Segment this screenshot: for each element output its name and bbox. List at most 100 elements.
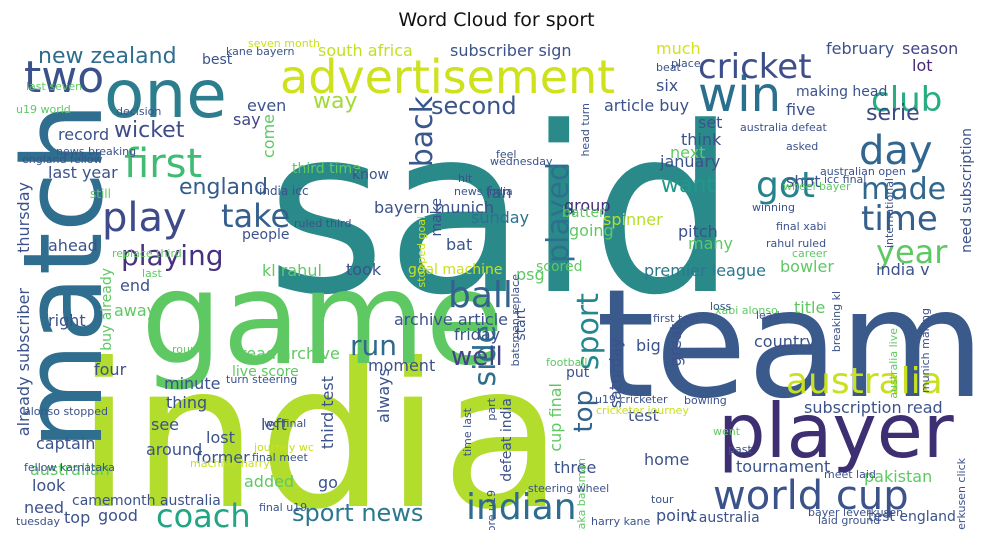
word-india-icc: india icc [259,184,309,198]
word-top: top [569,390,599,433]
word-thursday: thursday [16,182,33,253]
word-minute: minute [164,374,221,393]
word-pitch: pitch [678,222,718,241]
word-need: need [24,498,64,517]
word-set: set [698,113,723,132]
word-well: well [451,342,503,372]
word-new-zealand: new zealand [38,44,177,69]
word-read-archive: read archive [240,344,340,363]
word-three: three [554,458,597,477]
word-football: football [546,356,588,369]
word-five: five [786,100,816,119]
word-make: make [429,198,445,237]
word-australia: australia [786,361,943,402]
word-wicket: wicket [114,118,185,143]
word-want: want [661,173,716,198]
word-player: player [718,387,954,475]
word-team: team [596,258,974,432]
word-archive-article: archive article [394,310,508,329]
word-defeat-india: defeat india [499,398,515,482]
word-breaking-kl: breaking kl [830,291,843,353]
word-munich-making: munich making [919,308,932,394]
word-journey-wc: journey wc [254,441,314,454]
word-england: england [179,175,268,200]
word-playing: playing [121,239,224,272]
word-article-buy: article buy [604,96,690,115]
word-sunday: sunday [471,208,530,227]
word-final-xabi: final xabi [776,220,827,233]
word-australian-open: australian open [820,165,906,178]
word-sport-news: sport news [292,499,424,527]
word-bowling: bowling [684,394,727,407]
word-time: time [861,199,938,239]
word-people: people [242,227,290,243]
word-australia-live: australia live [887,328,900,399]
word-club: club [871,80,943,120]
word-ahead: ahead [48,236,98,255]
word-news-breaking: news breaking [56,145,137,158]
word-rahul-ruled: rahul ruled [766,237,827,250]
word-meet-laid: meet laid [824,468,876,481]
word-test: test [628,406,659,425]
word-head-turn: head turn [579,103,592,157]
word-career: career [792,247,828,260]
word-four: four [94,360,127,379]
word-much: much [656,39,701,58]
word-play: play [102,195,187,241]
word-last: last [142,267,162,280]
chart-title: Word Cloud for sport [398,9,595,31]
word-bayer-leverkusen: bayer leverkusen [808,506,904,519]
word-india-v: india v [876,260,930,279]
word-moment: moment [368,356,436,375]
word-time-last: time last [461,408,474,457]
word-stopped-goal: stopped goal [415,216,428,288]
word-world-cup: world cup [713,473,909,519]
word-part: part [485,398,498,421]
word-spinner: spinner [603,210,663,229]
word-asked: asked [786,140,819,153]
word-month-australia: month australia [110,493,221,509]
word-country: country [754,332,816,351]
word-loss: loss [710,300,732,313]
word-home: home [644,450,690,469]
word-test-england: test england [868,509,956,525]
word-winning: winning [752,201,796,214]
word-away: away [114,301,157,320]
word-put: put [566,365,590,381]
word-group: group [564,196,611,215]
word-cricket: cricket [698,47,812,87]
word-second: second [431,92,517,120]
word-took: took [346,260,382,279]
word-top: top [64,508,91,527]
word-indian: indian [466,487,577,528]
word-news-india: news india [454,185,513,198]
word-last-year: last year [48,163,118,182]
word-australia-defeat: australia defeat [740,121,827,134]
word-serie: serie [866,101,920,126]
word-shot: shot [786,172,821,191]
word-machine-harry: machine harry [190,457,270,470]
word-best: best [202,52,233,68]
word-come: come [259,114,278,159]
word-score-u19: score u19 [485,490,498,530]
word-advertisement: advertisement [280,50,616,104]
word-scored: scored [536,259,583,275]
word-lot: lot [912,56,933,75]
word-seven-month: seven month [248,38,320,50]
word-cup-final: cup final [546,383,565,452]
word-final-meet: final meet [252,451,308,464]
word-batsman-replace: batsman replace [509,274,522,367]
word-ruled-third: ruled third [294,217,352,230]
word-said: said [266,79,737,346]
word-season: season [902,39,959,58]
word-win: win [698,67,782,123]
word-subscriber-sign: subscriber sign [450,41,572,60]
word-england-fellow: england fellow [22,153,103,166]
word-first-test: first test [653,312,700,325]
word-two: two [24,52,105,103]
word-captain: captain [36,434,96,453]
word-tour: tour [651,493,674,506]
word-title: title [794,298,826,317]
word-wheel-bayer: wheel bayer [783,180,851,193]
word-steering-wheel: steering wheel [528,482,610,495]
